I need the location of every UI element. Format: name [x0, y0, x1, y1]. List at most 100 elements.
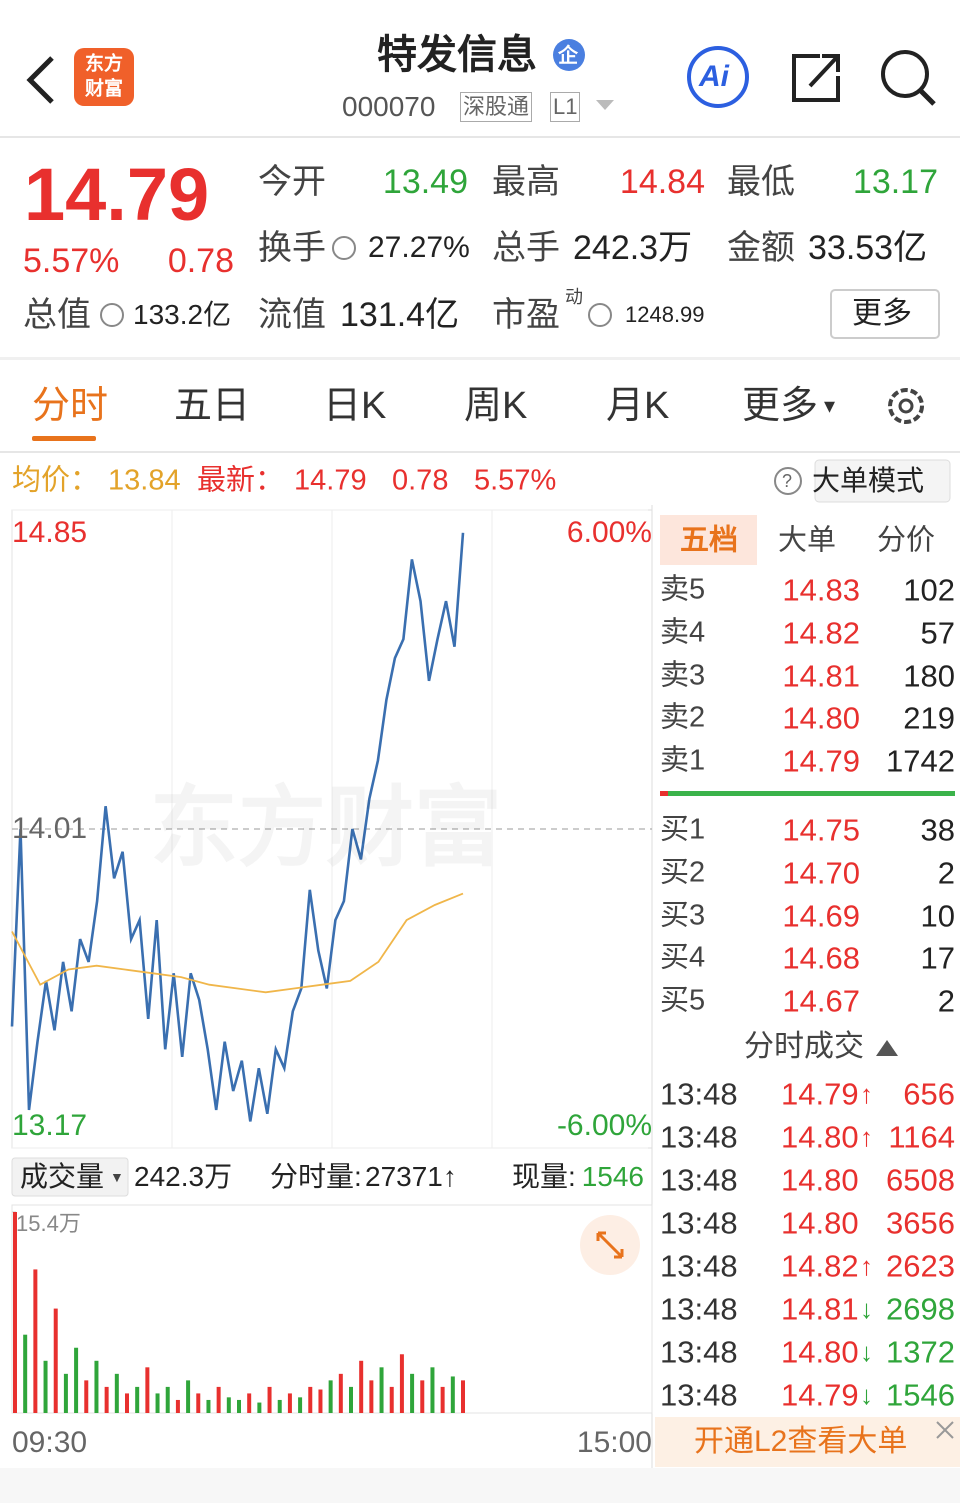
volume-bar — [43, 1360, 48, 1413]
divider — [0, 136, 960, 138]
expand-arrows — [596, 1231, 624, 1259]
trade-arrow: ↑ — [860, 1122, 873, 1152]
info-icon[interactable] — [588, 303, 612, 327]
volume-bar — [440, 1386, 445, 1413]
tab[interactable]: 周K — [464, 385, 528, 427]
volume-bar — [450, 1376, 455, 1413]
tab[interactable]: 五日 — [174, 385, 251, 427]
volume-bar — [196, 1393, 201, 1413]
ob-volume: 102 — [903, 572, 955, 608]
banner-close[interactable] — [936, 1421, 954, 1439]
dropdown[interactable] — [596, 100, 614, 110]
ob-tab: 分价 — [877, 524, 936, 557]
trade-price: 14.80 — [781, 1334, 859, 1370]
volume-bar — [114, 1373, 119, 1413]
change-pct: 5.57% — [23, 242, 120, 280]
trade-time: 13:48 — [660, 1119, 738, 1155]
tag: 深股通 — [460, 92, 533, 122]
trade-price: 14.79 — [781, 1076, 859, 1112]
stock-name: 特发信息 — [377, 33, 537, 77]
ob-volume: 38 — [920, 812, 955, 848]
field-value: 33.53亿 — [808, 229, 928, 267]
ai-icon[interactable] — [687, 46, 749, 108]
tab[interactable]: 月K — [606, 385, 670, 427]
tab[interactable]: 分时 — [32, 385, 109, 427]
field-sup: 动 — [565, 287, 583, 307]
last-label: 最新： — [197, 464, 285, 497]
trade-price: 14.79 — [781, 1377, 859, 1413]
tab-underline — [32, 436, 96, 441]
ob-price: 14.80 — [782, 700, 860, 736]
volume-bar — [430, 1367, 435, 1413]
ob-label: 卖1 — [660, 744, 706, 777]
field-value: 133.2亿 — [133, 299, 232, 330]
volume-bar — [237, 1399, 241, 1413]
more-button-label[interactable]: 更多 — [852, 297, 912, 330]
ob-price: 14.82 — [782, 615, 860, 651]
field-value: 242.3万 — [573, 229, 693, 267]
settings-icon-core — [898, 398, 914, 414]
volume-bar — [226, 1397, 231, 1413]
volume-bar — [84, 1380, 89, 1413]
volume-bar — [53, 1308, 58, 1413]
volume-bar — [186, 1380, 191, 1413]
volume-bar — [23, 1334, 28, 1413]
trade-volume: 6508 — [886, 1162, 955, 1198]
help-label[interactable]: ? — [782, 471, 793, 491]
trade-time: 13:48 — [660, 1076, 738, 1112]
ob-label: 卖2 — [660, 701, 706, 734]
y-tick-label: 14.85 — [12, 516, 88, 549]
search-icon[interactable] — [881, 50, 929, 98]
field-label: 总值 — [23, 296, 91, 334]
tick-volume: 27371↑ — [365, 1161, 457, 1192]
volume-selector[interactable] — [11, 1157, 129, 1197]
tab[interactable]: 日K — [323, 385, 387, 427]
ob-label: 卖5 — [660, 573, 706, 606]
volume-bar — [461, 1380, 465, 1413]
volume-bar — [206, 1399, 211, 1413]
volume-bar — [155, 1393, 160, 1413]
field-value: 131.4亿 — [340, 296, 460, 334]
field-label: 总手 — [492, 229, 560, 267]
ai-label[interactable]: Ai — [699, 60, 729, 93]
field-label: 流值 — [258, 296, 326, 334]
mode-button[interactable] — [814, 459, 951, 503]
volume-selector-label[interactable]: 成交量 — [20, 1161, 105, 1192]
trade-volume: 656 — [903, 1076, 955, 1112]
tab[interactable]: 更多 — [742, 385, 819, 427]
logo-bg — [74, 48, 134, 106]
more-button[interactable] — [830, 289, 940, 339]
volume-bar — [318, 1389, 323, 1413]
ob-price: 14.81 — [782, 658, 860, 694]
logo-text: 东方 — [85, 53, 124, 75]
field-label: 金额 — [727, 229, 795, 267]
volume-bar — [369, 1380, 374, 1413]
bottom-bar — [0, 1468, 960, 1503]
settings-icon[interactable] — [888, 388, 924, 424]
help-icon[interactable] — [774, 467, 802, 495]
volume-bar — [308, 1386, 313, 1413]
info-icon[interactable] — [332, 236, 356, 260]
ob-volume: 2 — [937, 855, 955, 891]
volume-bar — [389, 1386, 394, 1413]
ob-label: 买4 — [660, 941, 706, 974]
y2-tick-label: 6.00% — [566, 516, 652, 549]
y2-tick-label: -6.00% — [556, 1109, 652, 1142]
trade-arrow: ↓ — [860, 1337, 873, 1367]
tab-caret: ▾ — [824, 393, 836, 418]
mode-button-label[interactable]: 大单模式 — [812, 465, 925, 496]
trades-title[interactable]: 分时成交 — [744, 1030, 864, 1063]
price-line — [10, 532, 465, 1122]
info-icon[interactable] — [100, 303, 124, 327]
banner-bg[interactable] — [655, 1417, 960, 1467]
share-icon[interactable] — [792, 54, 840, 102]
ob-price: 14.67 — [782, 983, 860, 1019]
ob-label: 买5 — [660, 984, 706, 1017]
dropdown-glyph: ▼ — [110, 1169, 124, 1185]
banner-text[interactable]: 开通L2查看大单 — [694, 1425, 908, 1458]
back-arrow[interactable] — [26, 56, 54, 104]
trade-time: 13:48 — [660, 1205, 738, 1241]
collapse-icon[interactable] — [876, 1040, 898, 1056]
badge-bg — [553, 39, 585, 71]
last-price: 14.79 — [24, 153, 210, 236]
